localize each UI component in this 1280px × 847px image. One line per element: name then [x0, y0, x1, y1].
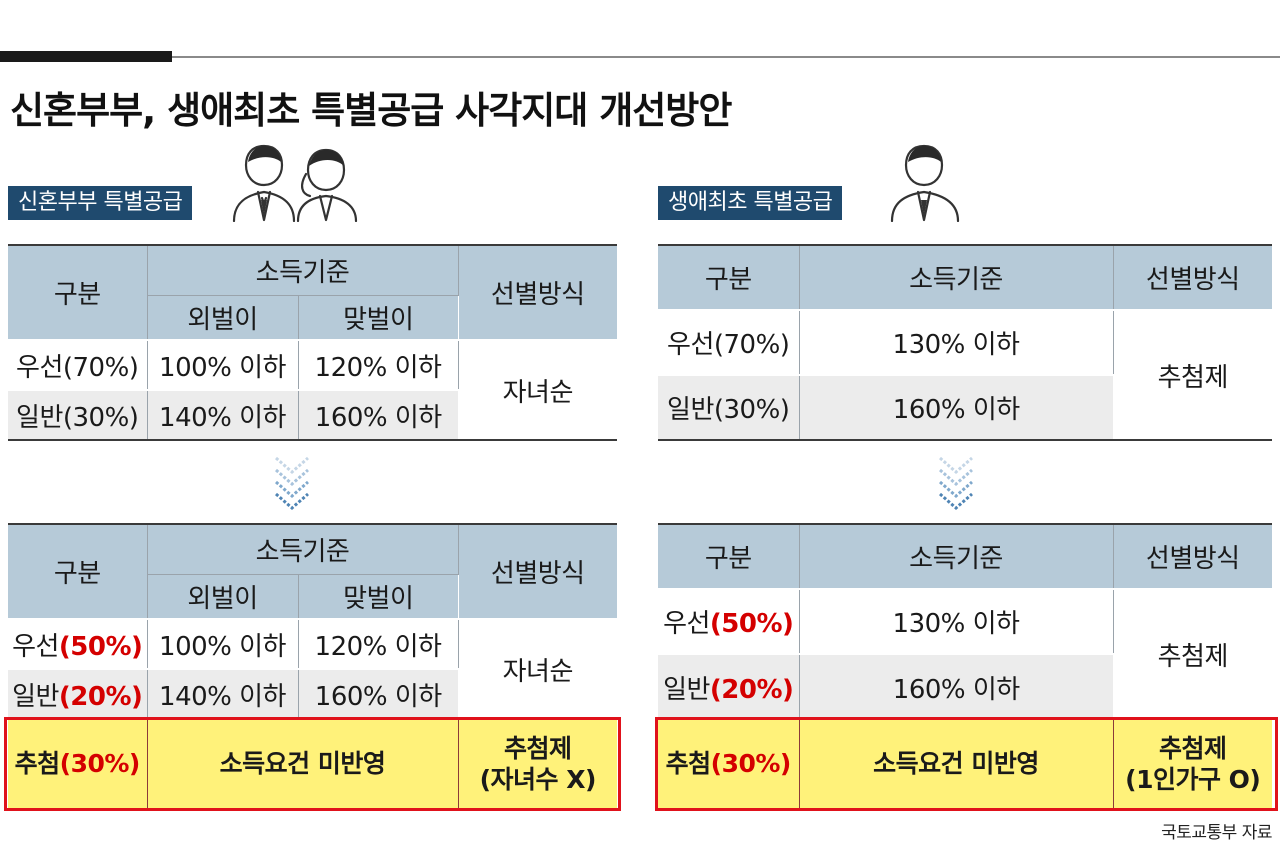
- header-method: 선별방식: [1113, 244, 1272, 310]
- header-dual-income: 맞벌이: [298, 294, 458, 340]
- header-income: 소득기준: [147, 244, 459, 295]
- first-time-section-tab: 생애최초 특별공급: [658, 186, 843, 220]
- row-priority-single: 100% 이하: [147, 618, 299, 669]
- row-general-dual: 160% 이하: [298, 389, 458, 441]
- header-dual-income: 맞벌이: [298, 573, 458, 619]
- row-general-label: 일반(30%): [8, 389, 148, 441]
- category-text: 우선: [663, 609, 710, 639]
- row-priority-single: 100% 이하: [147, 339, 299, 390]
- category-text: 추첨: [14, 749, 61, 779]
- new-percent: (30%): [710, 749, 792, 779]
- row-lottery-method: 추첨제 (자녀수 X): [458, 719, 617, 809]
- row-general-label: 일반(20%): [8, 668, 148, 719]
- row-general-income: 160% 이하: [799, 653, 1113, 719]
- row-priority-income: 130% 이하: [799, 588, 1114, 654]
- row-priority-label: 우선(50%): [658, 588, 800, 654]
- category-text: 일반: [12, 682, 59, 712]
- row-lottery-method: 추첨제 (1인가구 O): [1113, 719, 1272, 809]
- header-method: 선별방식: [458, 523, 617, 619]
- first-time-before-table: 구분 소득기준 선별방식 우선(70%) 130% 이하 추첨제 일반(30%)…: [658, 244, 1272, 441]
- method-cell: 자녀순: [458, 618, 617, 719]
- page-title: 신혼부부, 생애최초 특별공급 사각지대 개선방안: [10, 89, 732, 132]
- row-general-dual: 160% 이하: [298, 668, 458, 719]
- method-cell: 추첨제: [1113, 309, 1272, 441]
- header-single-income: 외벌이: [147, 573, 299, 619]
- newlywed-before-table: 구분 소득기준 선별방식 외벌이 맞벌이 우선(70%) 100% 이하 120…: [8, 244, 617, 441]
- newlywed-section-tab: 신혼부부 특별공급: [8, 186, 193, 220]
- header-single-income: 외벌이: [147, 294, 299, 340]
- row-general-single: 140% 이하: [147, 389, 299, 441]
- row-lottery-income: 소득요건 미반영: [147, 719, 459, 809]
- row-general-single: 140% 이하: [147, 668, 299, 719]
- row-general-income: 160% 이하: [799, 374, 1113, 441]
- top-accent-bar: [0, 51, 172, 62]
- header-category: 구분: [8, 523, 148, 619]
- source-note: 국토교통부 자료: [1161, 823, 1272, 843]
- method-line-1: 추첨제: [503, 733, 572, 763]
- chevron-down-icon: [275, 456, 309, 510]
- method-line-2: (자녀수 X): [479, 765, 597, 794]
- row-priority-income: 130% 이하: [799, 309, 1114, 375]
- header-income: 소득기준: [799, 244, 1114, 310]
- row-general-label: 일반(30%): [658, 374, 800, 441]
- top-rule: [0, 56, 1280, 58]
- method-line-2: (1인가구 O): [1125, 765, 1261, 794]
- row-priority-label: 우선(70%): [658, 309, 800, 375]
- header-category: 구분: [658, 244, 800, 310]
- row-priority-label: 우선(50%): [8, 618, 148, 669]
- row-priority-label: 우선(70%): [8, 339, 148, 390]
- row-general-label: 일반(20%): [658, 653, 800, 719]
- header-category: 구분: [658, 523, 800, 589]
- header-method: 선별방식: [458, 244, 617, 340]
- couple-icon: [232, 144, 358, 222]
- chevron-down-icon: [939, 456, 973, 510]
- person-icon: [890, 144, 960, 222]
- method-line-1: 추첨제: [1158, 733, 1227, 763]
- header-category: 구분: [8, 244, 148, 340]
- newlywed-after-table: 구분 소득기준 선별방식 외벌이 맞벌이 우선(50%) 100% 이하 120…: [8, 523, 617, 809]
- header-income: 소득기준: [799, 523, 1114, 589]
- header-method: 선별방식: [1113, 523, 1272, 589]
- changed-percent: (20%): [709, 674, 794, 705]
- category-text: 우선: [12, 631, 59, 662]
- changed-percent: (50%): [709, 609, 794, 639]
- method-cell: 추첨제: [1113, 588, 1272, 719]
- method-cell: 자녀순: [458, 339, 617, 441]
- new-percent: (30%): [59, 749, 141, 779]
- category-text: 추첨: [665, 749, 712, 779]
- row-lottery-income: 소득요건 미반영: [799, 719, 1114, 809]
- category-text: 일반: [663, 674, 710, 705]
- changed-percent: (20%): [58, 682, 143, 712]
- row-priority-dual: 120% 이하: [298, 339, 459, 390]
- header-income: 소득기준: [147, 523, 459, 574]
- changed-percent: (50%): [58, 631, 143, 662]
- first-time-after-table: 구분 소득기준 선별방식 우선(50%) 130% 이하 추첨제 일반(20%)…: [658, 523, 1272, 809]
- row-lottery-label: 추첨(30%): [8, 719, 148, 809]
- row-lottery-label: 추첨(30%): [658, 719, 800, 809]
- row-priority-dual: 120% 이하: [298, 618, 459, 669]
